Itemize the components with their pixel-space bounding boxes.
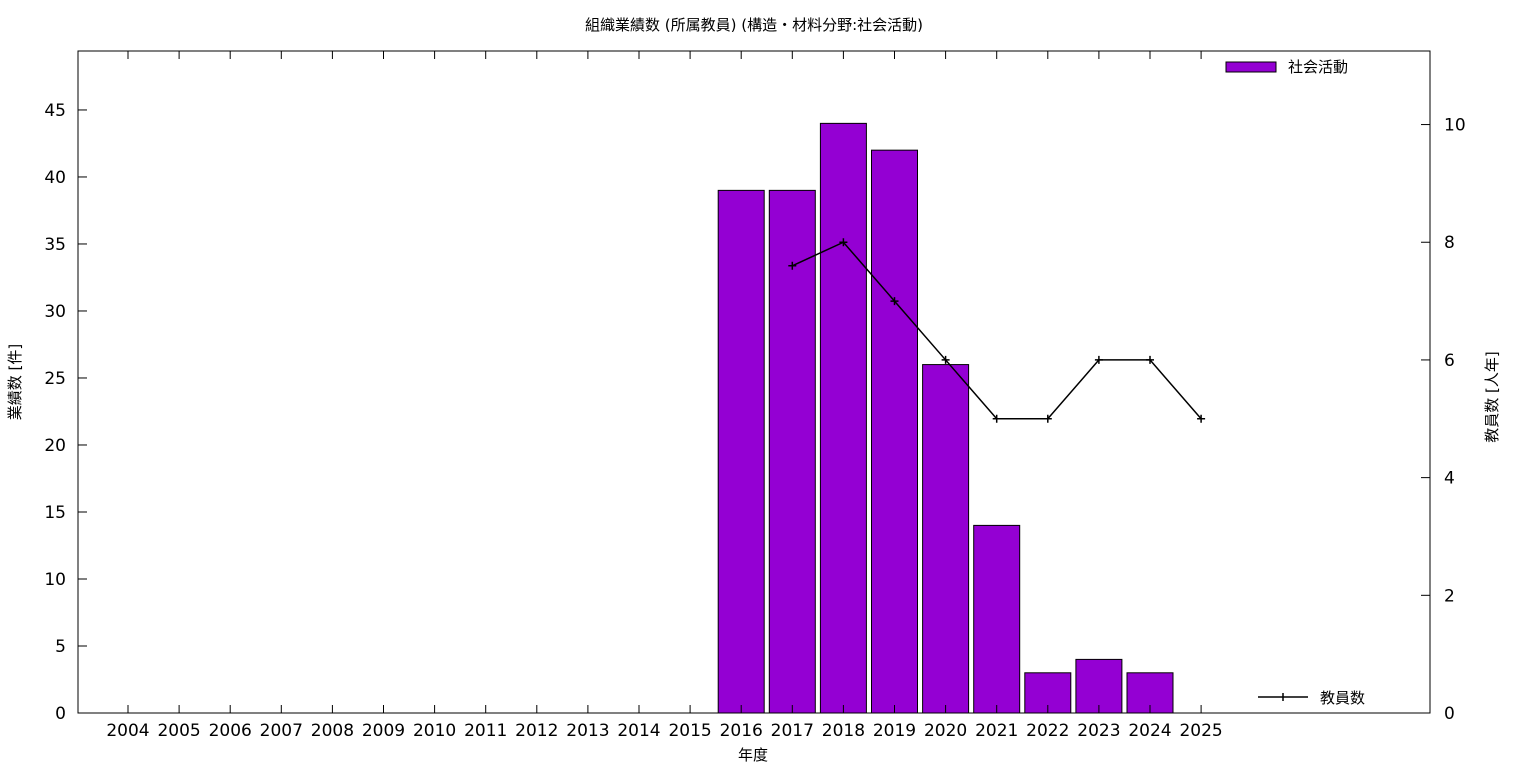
bar-2019 — [871, 149, 918, 714]
y2-tick-label: 10 — [1444, 116, 1466, 136]
bar-2023 — [1075, 658, 1123, 714]
y-tick-label: 35 — [44, 235, 66, 255]
faculty-point — [992, 414, 1001, 423]
bar-2016 — [717, 189, 765, 714]
bar-2021 — [973, 524, 1021, 714]
bar-2018 — [819, 122, 867, 714]
x-tick-label: 2012 — [515, 721, 558, 741]
x-tick-label: 2018 — [822, 721, 865, 741]
y-tick-label: 20 — [44, 436, 66, 456]
faculty-point — [1094, 355, 1103, 364]
y2-tick-label: 8 — [1444, 233, 1455, 253]
y2-tick-label: 0 — [1444, 704, 1455, 724]
x-tick-label: 2011 — [464, 721, 507, 741]
x-tick-label: 2010 — [413, 721, 456, 741]
faculty-point — [890, 297, 899, 306]
x-axis-label: 年度 — [738, 746, 768, 764]
y-axis-label: 業績数 [件] — [6, 344, 24, 420]
legend-bar-swatch — [1225, 61, 1277, 73]
faculty-point — [1043, 414, 1052, 423]
legend-line-label: 教員数 — [1320, 689, 1365, 707]
y2-tick-label: 2 — [1444, 586, 1455, 606]
y-tick-label: 45 — [44, 101, 66, 121]
x-tick-label: 2025 — [1179, 721, 1222, 741]
x-tick-label: 2024 — [1128, 721, 1171, 741]
bar-2017 — [768, 189, 816, 714]
x-tick-label: 2015 — [668, 721, 711, 741]
faculty-point — [788, 261, 797, 270]
x-tick-label: 2019 — [873, 721, 916, 741]
x-tick-label: 2006 — [209, 721, 252, 741]
y-tick-label: 10 — [44, 570, 66, 590]
x-tick-label: 2004 — [106, 721, 149, 741]
y-tick-label: 40 — [44, 168, 66, 188]
x-tick-label: 2007 — [260, 721, 303, 741]
x-tick-label: 2005 — [157, 721, 200, 741]
chart-title: 組織業績数 (所属教員) (構造・材料分野:社会活動) — [585, 16, 923, 34]
x-tick-label: 2022 — [1026, 721, 1069, 741]
x-tick-label: 2023 — [1077, 721, 1120, 741]
x-tick-label: 2014 — [617, 721, 660, 741]
x-tick-label: 2009 — [362, 721, 405, 741]
legend-line: 教員数 — [1258, 689, 1365, 707]
faculty-point — [839, 238, 848, 247]
faculty-point — [1146, 355, 1154, 364]
y-tick-label: 30 — [44, 302, 66, 322]
y-tick-label: 25 — [44, 369, 66, 389]
faculty-point — [941, 355, 950, 364]
y2-axis-label: 教員数 [人年] — [1483, 351, 1501, 442]
x-tick-label: 2020 — [924, 721, 967, 741]
legend-bars: 社会活動 — [1225, 58, 1348, 76]
x-tick-label: 2021 — [975, 721, 1018, 741]
x-tick-label: 2008 — [311, 721, 354, 741]
y-tick-label: 0 — [55, 704, 66, 724]
y-tick-label: 15 — [44, 503, 66, 523]
plot-frame — [77, 50, 1431, 714]
legend-bar-label: 社会活動 — [1288, 58, 1348, 76]
y-tick-label: 5 — [55, 637, 66, 657]
y2-tick-label: 6 — [1444, 351, 1455, 371]
x-tick-label: 2013 — [566, 721, 609, 741]
bar-2020 — [922, 364, 970, 714]
x-tick-label: 2016 — [720, 721, 763, 741]
faculty-point — [1197, 414, 1206, 423]
x-tick-label: 2017 — [771, 721, 814, 741]
y2-tick-label: 4 — [1444, 469, 1455, 489]
